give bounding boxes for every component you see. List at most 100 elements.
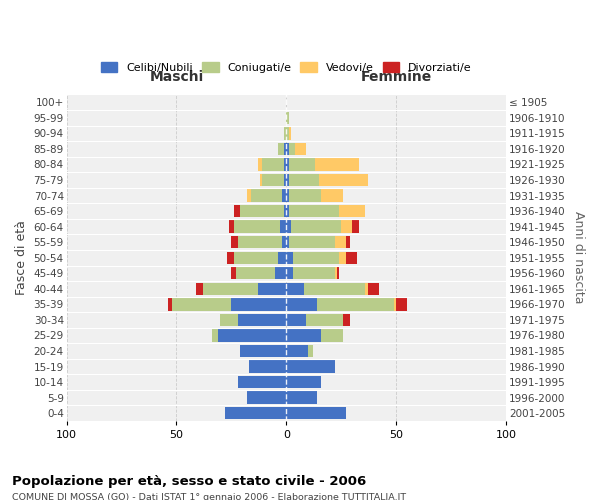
Bar — [240, 345, 286, 357]
Bar — [286, 298, 317, 310]
Bar — [286, 127, 289, 140]
Bar — [286, 314, 306, 326]
Bar — [286, 345, 313, 357]
Y-axis label: Anni di nascita: Anni di nascita — [572, 212, 585, 304]
Bar — [286, 407, 346, 420]
Bar — [286, 392, 317, 404]
Bar — [232, 298, 286, 310]
Bar — [233, 220, 286, 233]
Bar — [196, 282, 286, 295]
Bar — [278, 142, 286, 155]
Text: Maschi: Maschi — [149, 70, 203, 84]
Bar — [286, 329, 343, 342]
Bar — [233, 205, 286, 218]
Bar — [247, 190, 286, 202]
Bar — [249, 360, 286, 373]
Bar — [236, 267, 286, 280]
Bar — [240, 205, 286, 218]
Bar — [286, 407, 346, 420]
Bar — [247, 392, 286, 404]
Bar — [238, 376, 286, 388]
Bar — [286, 127, 290, 140]
Bar — [286, 376, 322, 388]
Text: Popolazione per età, sesso e stato civile - 2006: Popolazione per età, sesso e stato civil… — [12, 475, 366, 488]
Bar — [172, 298, 286, 310]
Bar — [262, 174, 286, 186]
Bar — [280, 220, 286, 233]
Bar — [236, 267, 286, 280]
Bar — [286, 267, 293, 280]
Bar — [220, 314, 286, 326]
Bar — [284, 127, 286, 140]
Bar — [240, 345, 286, 357]
Bar — [232, 267, 286, 280]
Bar — [286, 360, 335, 373]
Bar — [286, 236, 335, 248]
Bar — [286, 282, 365, 295]
Bar — [286, 329, 343, 342]
Bar — [284, 205, 286, 218]
Legend: Celibi/Nubili, Coniugati/e, Vedovi/e, Divorziati/e: Celibi/Nubili, Coniugati/e, Vedovi/e, Di… — [97, 58, 476, 78]
Bar — [225, 407, 286, 420]
Bar — [238, 376, 286, 388]
Bar — [286, 190, 343, 202]
Bar — [286, 282, 304, 295]
Bar — [251, 190, 286, 202]
Bar — [286, 142, 295, 155]
Bar — [286, 205, 289, 218]
Bar — [286, 267, 335, 280]
Bar — [284, 174, 286, 186]
Bar — [286, 282, 379, 295]
Bar — [233, 252, 286, 264]
Bar — [212, 329, 286, 342]
Bar — [240, 345, 286, 357]
Bar — [286, 142, 306, 155]
Bar — [286, 407, 346, 420]
Bar — [286, 267, 337, 280]
Bar — [286, 298, 396, 310]
Bar — [286, 220, 290, 233]
Bar — [286, 112, 289, 124]
Bar — [203, 282, 286, 295]
Bar — [286, 236, 289, 248]
Bar — [286, 360, 335, 373]
Bar — [286, 267, 339, 280]
Bar — [238, 376, 286, 388]
Bar — [286, 174, 368, 186]
Bar — [249, 360, 286, 373]
Bar — [286, 112, 289, 124]
Bar — [286, 298, 394, 310]
Bar — [286, 252, 293, 264]
Bar — [238, 314, 286, 326]
Bar — [284, 127, 286, 140]
Bar — [220, 314, 286, 326]
Bar — [286, 252, 339, 264]
Bar — [203, 282, 286, 295]
Bar — [238, 376, 286, 388]
Bar — [286, 314, 343, 326]
Bar — [286, 376, 322, 388]
Bar — [232, 236, 286, 248]
Bar — [247, 392, 286, 404]
Bar — [286, 205, 365, 218]
Bar — [233, 252, 286, 264]
Bar — [286, 158, 359, 170]
Bar — [249, 360, 286, 373]
Bar — [286, 158, 315, 170]
Bar — [227, 252, 286, 264]
Bar — [286, 360, 335, 373]
Bar — [286, 236, 350, 248]
Bar — [167, 298, 286, 310]
Bar — [286, 174, 289, 186]
Bar — [278, 142, 286, 155]
Bar — [284, 158, 286, 170]
Bar — [240, 345, 286, 357]
Bar — [238, 236, 286, 248]
Bar — [284, 127, 286, 140]
Bar — [247, 392, 286, 404]
Bar — [240, 205, 286, 218]
Bar — [286, 252, 356, 264]
Bar — [286, 174, 319, 186]
Bar — [225, 407, 286, 420]
Bar — [286, 142, 289, 155]
